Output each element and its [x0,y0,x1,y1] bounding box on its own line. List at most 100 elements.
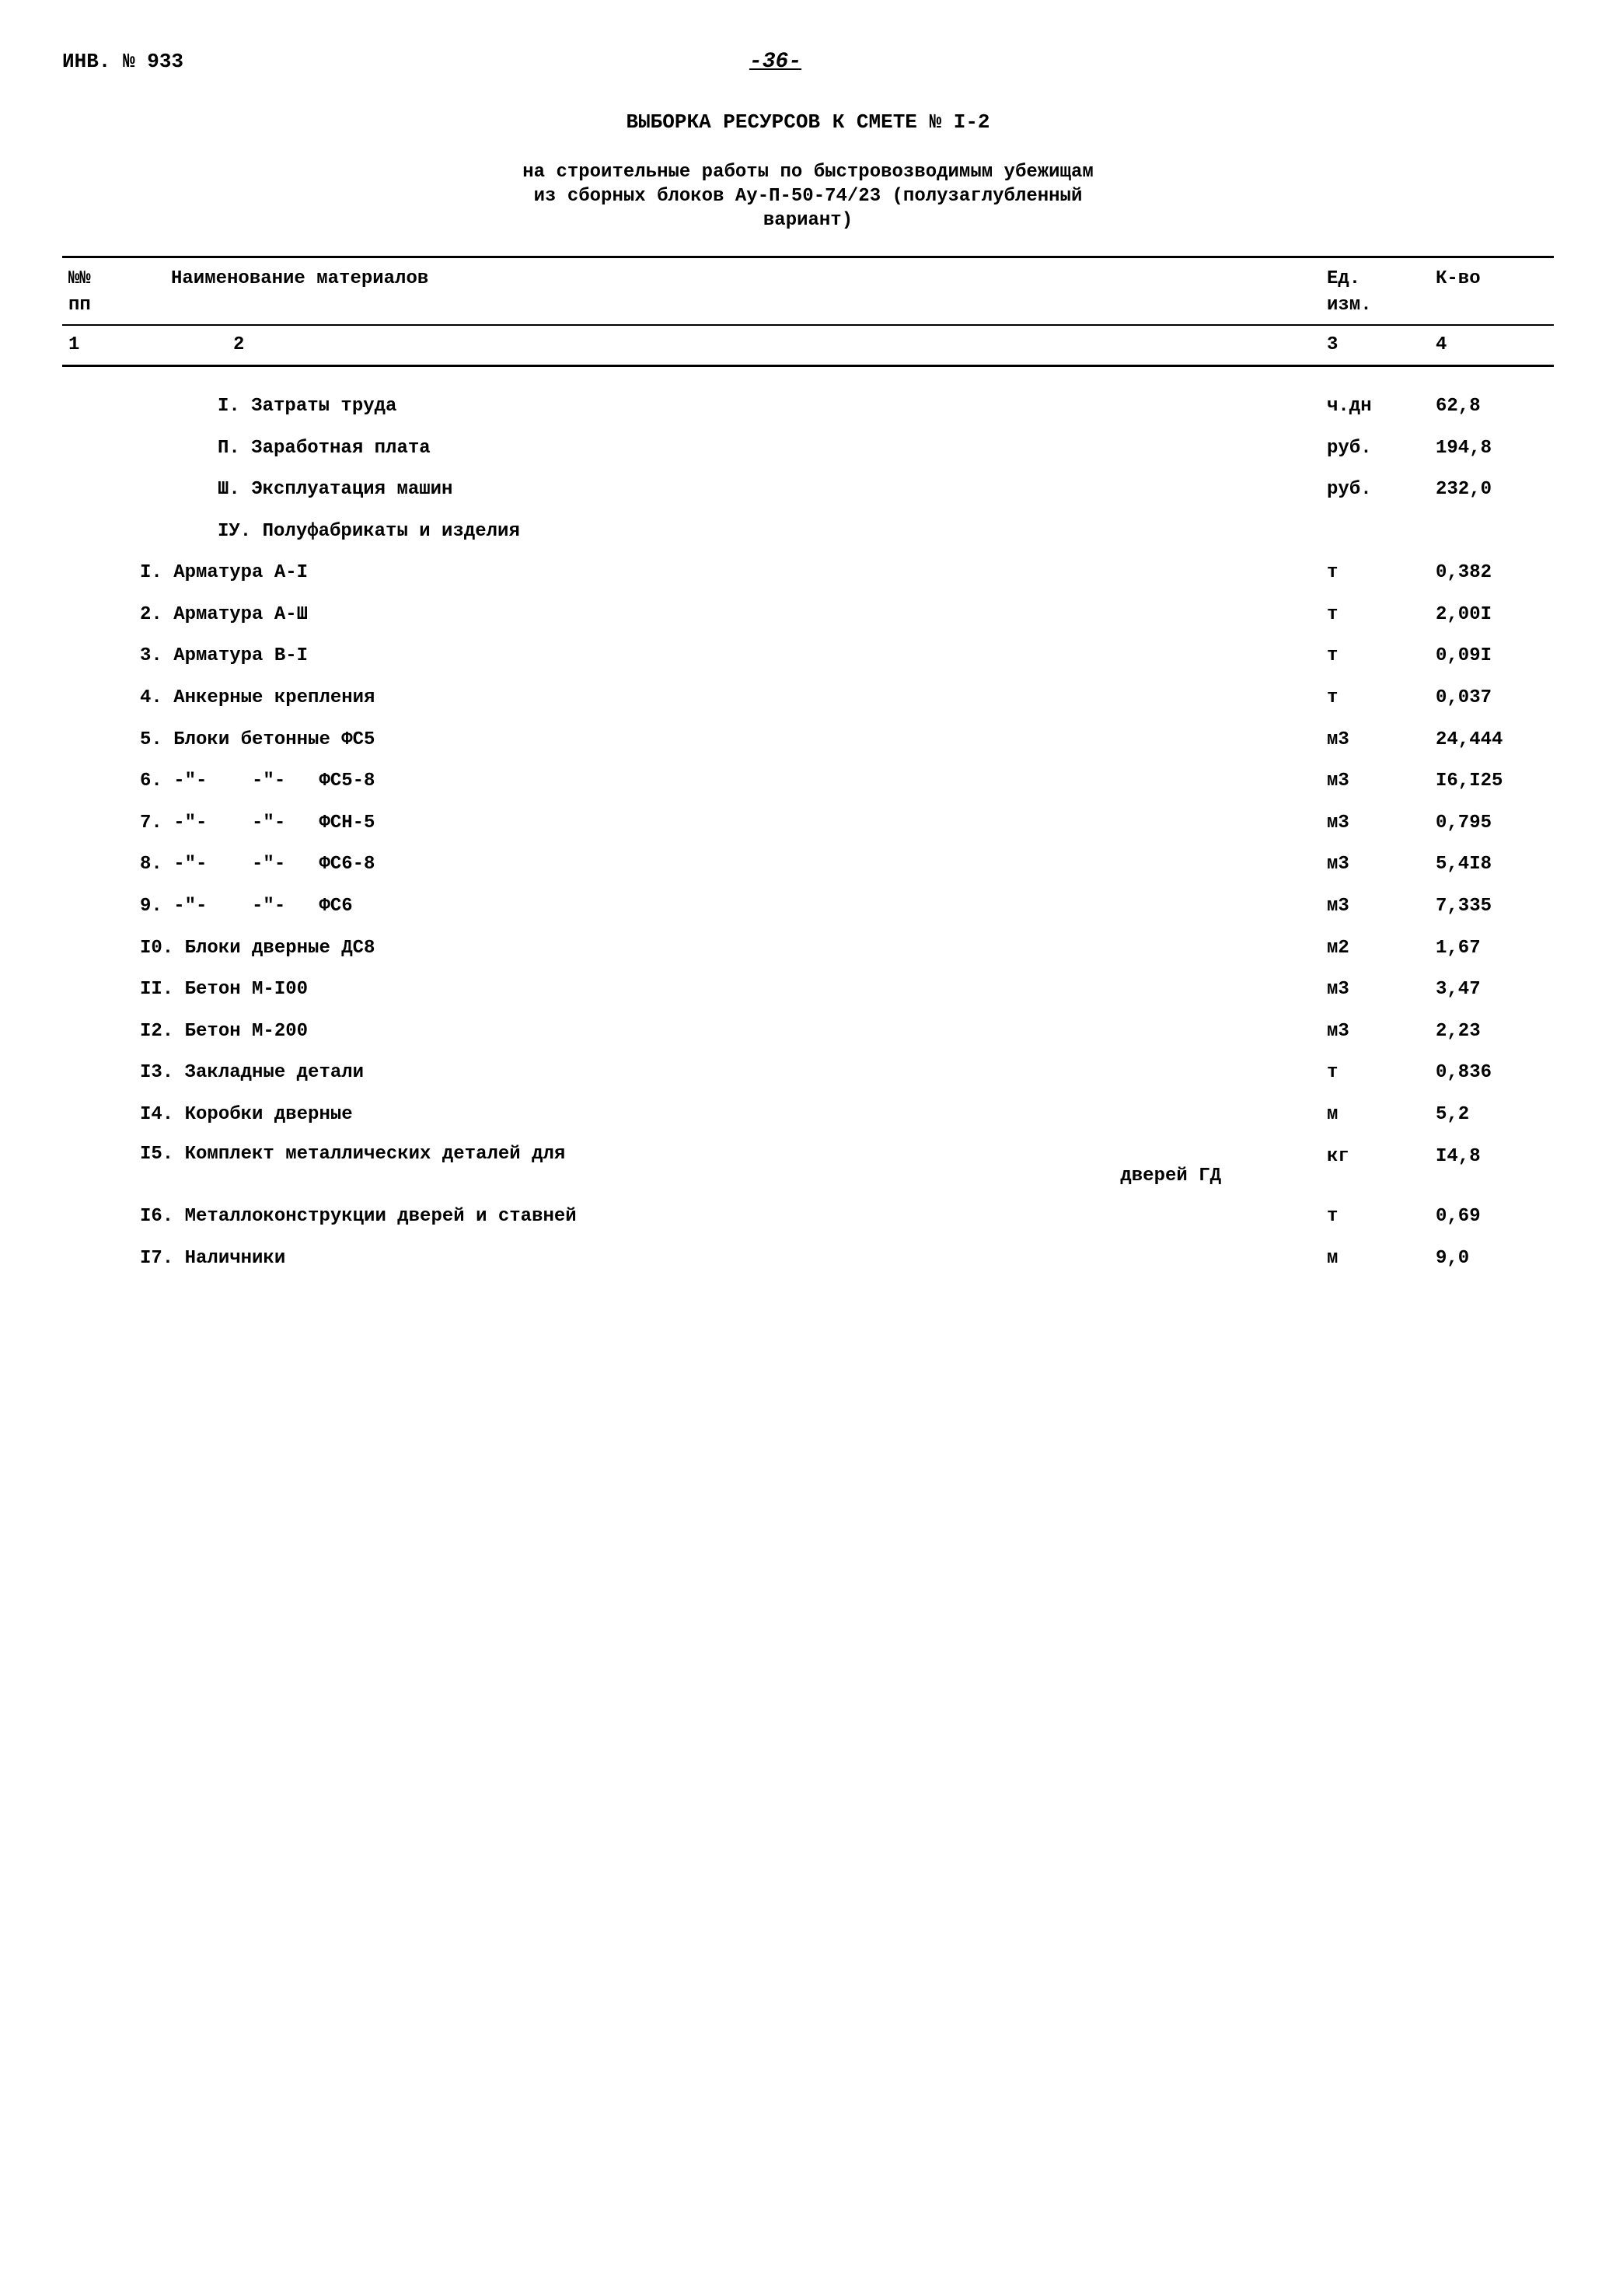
section-row: I. Затраты трудач.дн62,8 [62,386,1554,428]
table-row: 5. Блоки бетонные ФС5м324,444 [62,719,1554,761]
item-name: 9. -"- -"- ФС6 [124,886,1321,928]
item-unit: м2 [1321,928,1429,970]
col-number-1: 1 [62,326,124,365]
item-qty: 2,00I [1429,594,1554,636]
section-row: П. Заработная платаруб.194,8 [62,428,1554,470]
item-name: I3. Закладные детали [124,1052,1321,1094]
item-name: 5. Блоки бетонные ФС5 [124,719,1321,761]
table-row: II. Бетон М-I00м33,47 [62,969,1554,1011]
item-unit: м [1321,1238,1429,1280]
item-qty: 2,23 [1429,1011,1554,1053]
item-unit: м3 [1321,760,1429,802]
table-row: I7. Наличниким9,0 [62,1238,1554,1280]
item-qty: 0,09I [1429,635,1554,677]
section-name: Ш. Эксплуатация машин [124,469,1321,511]
item-name: I4. Коробки дверные [124,1094,1321,1136]
table-row: 8. -"- -"- ФС6-8м35,4I8 [62,844,1554,886]
item-name: 6. -"- -"- ФС5-8 [124,760,1321,802]
item-qty: 0,795 [1429,802,1554,844]
table-row: 3. Арматура В-Iт0,09I [62,635,1554,677]
section-qty: 194,8 [1429,428,1554,470]
table-row: I3. Закладные деталит0,836 [62,1052,1554,1094]
item-unit: м3 [1321,969,1429,1011]
section-unit: руб. [1321,469,1429,511]
item-unit: т [1321,1196,1429,1238]
item-name: 3. Арматура В-I [124,635,1321,677]
item-unit: т [1321,677,1429,719]
section-qty [1429,511,1554,553]
item-unit: т [1321,1052,1429,1094]
item-qty: 1,67 [1429,928,1554,970]
section-name: I. Затраты труда [124,386,1321,428]
item-unit: т [1321,594,1429,636]
item-name: 4. Анкерные крепления [124,677,1321,719]
table-row: I6. Металлоконструкции дверей и ставнейт… [62,1196,1554,1238]
table-row: I4. Коробки дверныем5,2 [62,1094,1554,1136]
inventory-number: ИНВ. № 933 [62,47,183,75]
item-qty: 0,836 [1429,1052,1554,1094]
table-row: 7. -"- -"- ФСН-5м30,795 [62,802,1554,844]
document-title: ВЫБОРКА РЕСУРСОВ К СМЕТЕ № I-2 [62,108,1554,136]
item-name: I7. Наличники [124,1238,1321,1280]
item-qty: 0,69 [1429,1196,1554,1238]
resources-table: №№ пп Наименование материалов Ед. изм. К… [62,256,1554,1279]
section-row: IУ. Полуфабрикаты и изделия [62,511,1554,553]
item-name: I5. Комплект металлических деталей длядв… [124,1136,1321,1197]
item-name: I. Арматура А-I [124,552,1321,594]
item-qty: I6,I25 [1429,760,1554,802]
section-row: Ш. Эксплуатация машинруб.232,0 [62,469,1554,511]
item-unit: м3 [1321,844,1429,886]
section-unit: руб. [1321,428,1429,470]
item-qty: 9,0 [1429,1238,1554,1280]
table-row: I2. Бетон М-200м32,23 [62,1011,1554,1053]
col-header-name: Наименование материалов [124,258,1321,325]
section-unit: ч.дн [1321,386,1429,428]
item-unit: м3 [1321,886,1429,928]
table-row: I5. Комплект металлических деталей длядв… [62,1136,1554,1197]
item-qty: 5,4I8 [1429,844,1554,886]
col-number-2: 2 [124,326,1321,365]
page-header: ИНВ. № 933 -36- [62,47,1554,77]
item-qty: I4,8 [1429,1136,1554,1197]
col-header-number: №№ пп [62,258,124,325]
table-row: I0. Блоки дверные ДС8м21,67 [62,928,1554,970]
page-number: -36- [749,47,801,77]
item-qty: 24,444 [1429,719,1554,761]
item-unit: м3 [1321,1011,1429,1053]
document-subtitle: на строительные работы по быстровозводим… [109,160,1507,233]
item-qty: 3,47 [1429,969,1554,1011]
item-unit: м3 [1321,719,1429,761]
col-number-3: 3 [1321,326,1429,365]
section-name: IУ. Полуфабрикаты и изделия [124,511,1321,553]
table-row: 9. -"- -"- ФС6м37,335 [62,886,1554,928]
item-qty: 7,335 [1429,886,1554,928]
col-header-unit: Ед. изм. [1321,258,1429,325]
item-name: 7. -"- -"- ФСН-5 [124,802,1321,844]
item-name: I0. Блоки дверные ДС8 [124,928,1321,970]
item-name: 2. Арматура А-Ш [124,594,1321,636]
item-unit: кг [1321,1136,1429,1197]
item-qty: 5,2 [1429,1094,1554,1136]
section-unit [1321,511,1429,553]
item-qty: 0,382 [1429,552,1554,594]
item-unit: м [1321,1094,1429,1136]
item-name: I6. Металлоконструкции дверей и ставней [124,1196,1321,1238]
section-qty: 62,8 [1429,386,1554,428]
section-qty: 232,0 [1429,469,1554,511]
section-name: П. Заработная плата [124,428,1321,470]
table-row: 4. Анкерные крепленият0,037 [62,677,1554,719]
item-name: I2. Бетон М-200 [124,1011,1321,1053]
table-row: 6. -"- -"- ФС5-8м3I6,I25 [62,760,1554,802]
subtitle-line-3: вариант) [763,210,853,231]
table-row: I. Арматура А-Iт0,382 [62,552,1554,594]
item-unit: т [1321,552,1429,594]
subtitle-line-2: из сборных блоков Ау-П-50-74/23 (полузаг… [534,186,1083,207]
item-name: 8. -"- -"- ФС6-8 [124,844,1321,886]
col-header-qty: К-во [1429,258,1554,325]
col-number-4: 4 [1429,326,1554,365]
subtitle-line-1: на строительные работы по быстровозводим… [522,162,1094,183]
item-unit: т [1321,635,1429,677]
item-unit: м3 [1321,802,1429,844]
table-row: 2. Арматура А-Шт2,00I [62,594,1554,636]
item-name: II. Бетон М-I00 [124,969,1321,1011]
